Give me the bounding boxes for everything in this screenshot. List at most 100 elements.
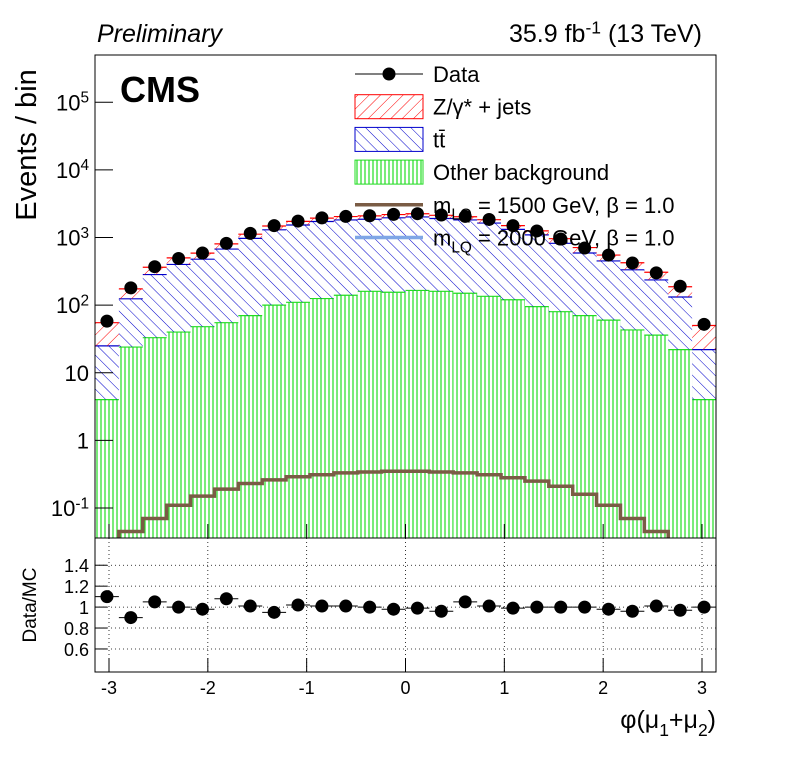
- y-tick-label: 102: [56, 292, 89, 318]
- stack-bar: [668, 349, 693, 538]
- stack-bar: [501, 229, 525, 300]
- stack-bar: [357, 291, 382, 538]
- stack-bar: [95, 322, 119, 346]
- x-tick-label: 2: [598, 678, 608, 698]
- ratio-point: [124, 611, 138, 625]
- y-tick-label: 104: [56, 157, 89, 183]
- stack-bar: [692, 325, 716, 350]
- data-point: [602, 248, 616, 262]
- preliminary-label: Preliminary: [97, 20, 224, 48]
- data-point: [410, 207, 424, 221]
- stack-bar: [429, 291, 454, 538]
- stack-bar: [118, 347, 143, 538]
- stack-bar: [166, 332, 191, 538]
- stack-bar: [644, 279, 669, 336]
- x-tick-label: -2: [200, 678, 216, 698]
- stack-bar: [477, 223, 502, 297]
- legend-swatch: [354, 126, 424, 152]
- stack-bar: [286, 225, 310, 303]
- legend-label: Other background: [433, 160, 609, 185]
- stack-bar: [453, 219, 478, 294]
- data-point: [363, 209, 377, 223]
- stack-bar: [620, 329, 645, 538]
- ratio-point: [578, 600, 592, 614]
- x-tick-label: 3: [697, 678, 707, 698]
- data-point: [195, 246, 209, 260]
- stack-bar: [477, 296, 502, 538]
- stack-bar: [190, 326, 215, 538]
- y-axis-title: Events / bin: [11, 69, 43, 221]
- signal-line: [95, 545, 716, 602]
- legend-marker: [382, 67, 396, 81]
- stack-bar: [524, 234, 549, 307]
- stack-bar: [572, 253, 597, 316]
- ratio-point: [625, 604, 639, 618]
- ratio-point: [291, 598, 305, 612]
- stack-bar: [333, 219, 358, 296]
- ratio-point: [243, 599, 257, 613]
- x-tick-label: -3: [101, 678, 117, 698]
- ratio-point: [363, 600, 377, 614]
- stack-bar: [309, 298, 334, 538]
- stack-bar: [238, 238, 263, 316]
- y-tick-label: 1: [77, 428, 89, 453]
- ratio-y-tick-label: 1.4: [64, 556, 89, 576]
- stack-bar: [596, 260, 621, 321]
- stack-bar: [596, 320, 621, 538]
- legend-label: Data: [433, 62, 480, 87]
- x-axis-title: φ(μ1+μ2): [620, 706, 716, 740]
- stack-bar: [620, 269, 645, 330]
- cms-label: CMS: [120, 69, 200, 110]
- data-point: [100, 314, 114, 328]
- ratio-point: [172, 600, 186, 614]
- ratio-point: [602, 602, 616, 616]
- legend-swatch: [354, 94, 424, 120]
- y-tick-label: 10-1: [51, 495, 89, 521]
- x-tick-label: -1: [299, 678, 315, 698]
- ratio-point: [148, 595, 162, 609]
- stack-bar: [142, 274, 167, 338]
- signal-line: [117, 469, 670, 538]
- x-tick-label: 1: [499, 678, 509, 698]
- ratio-plot: [95, 538, 716, 672]
- legend-label: Z/γ* + jets: [433, 95, 531, 120]
- lumi-label: 35.9 fb-1 (13 TeV): [509, 17, 702, 48]
- stack-bar: [668, 296, 693, 350]
- ratio-point: [387, 602, 401, 616]
- ratio-point: [673, 603, 687, 617]
- data-point: [530, 224, 544, 238]
- stack-bar: [214, 249, 239, 323]
- data-point: [124, 281, 138, 295]
- stack-bar: [262, 229, 287, 306]
- legend-label: tt̄: [433, 127, 445, 152]
- ratio-point: [649, 599, 663, 613]
- stack-bar: [214, 322, 239, 538]
- stack-bar: [166, 264, 191, 333]
- data-point: [172, 251, 186, 265]
- data-point: [315, 211, 329, 225]
- legend-swatch: [354, 159, 424, 185]
- stack-bar: [548, 311, 573, 538]
- x-tick-label: 0: [400, 678, 410, 698]
- ratio-point: [434, 604, 448, 618]
- stack-bar: [190, 259, 215, 327]
- stack-bar: [405, 216, 430, 291]
- ratio-y-tick-label: 0.6: [64, 640, 89, 660]
- data-point: [434, 208, 448, 222]
- data-point: [243, 226, 257, 240]
- stack-bar: [501, 299, 525, 538]
- data-point: [578, 241, 592, 255]
- data-point: [387, 207, 401, 221]
- data-point: [506, 219, 520, 233]
- stack-bar: [118, 298, 143, 348]
- stack-bar: [644, 335, 669, 538]
- stack-bar: [381, 217, 406, 293]
- data-point: [148, 260, 162, 274]
- ratio-point: [339, 599, 353, 613]
- data-point: [554, 232, 568, 246]
- stack-bar: [333, 295, 358, 538]
- stack-bar: [429, 218, 454, 292]
- stack-bar: [572, 315, 597, 538]
